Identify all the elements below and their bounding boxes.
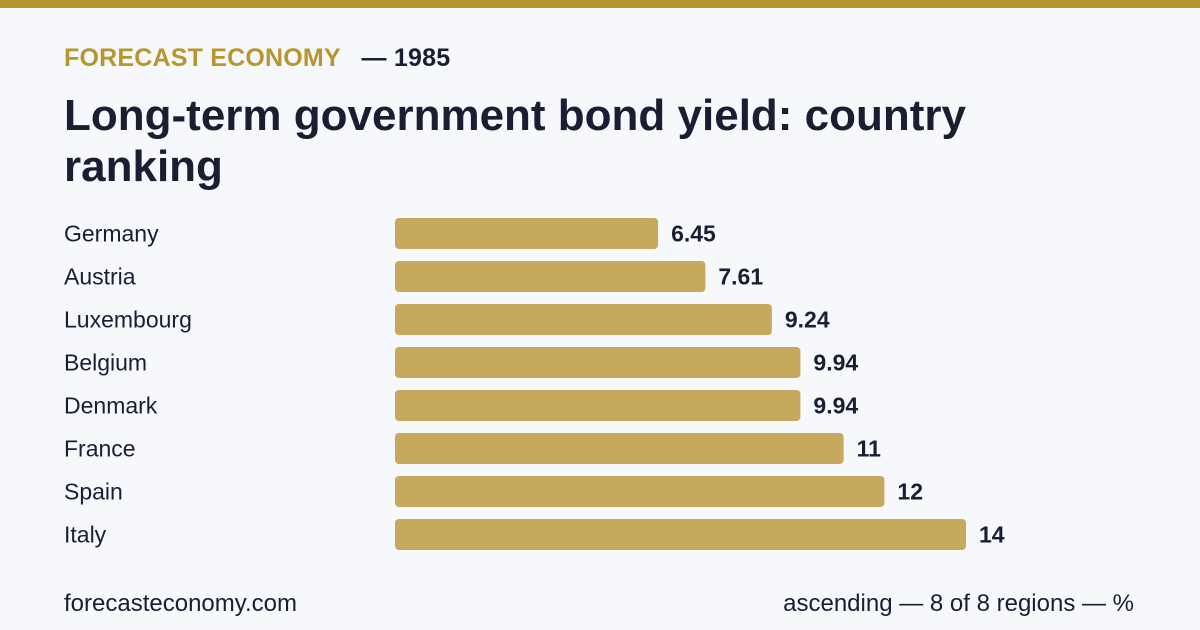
- value-label: 12: [897, 479, 923, 505]
- bar-belgium: [395, 347, 801, 378]
- category-label: France: [64, 436, 136, 462]
- bar-austria: [395, 261, 706, 292]
- bar-spain: [395, 476, 885, 507]
- value-label: 6.45: [671, 221, 716, 247]
- bar-italy: [395, 519, 966, 550]
- bar-chart: Germany 6.45 Austria 7.61 Luxembourg 9.24 Belg…: [64, 218, 1005, 550]
- value-label: 9.24: [785, 307, 830, 333]
- value-label: 11: [857, 436, 882, 462]
- category-label: Luxembourg: [64, 307, 192, 333]
- category-label: Austria: [64, 264, 136, 290]
- brand-name: FORECAST ECONOMY: [64, 44, 341, 72]
- bar-denmark: [395, 390, 801, 421]
- bar-luxembourg: [395, 304, 772, 335]
- category-label: Spain: [64, 479, 123, 505]
- bar-germany: [395, 218, 659, 249]
- value-label: 14: [979, 522, 1005, 548]
- year-label: — 1985: [361, 44, 451, 72]
- bar-france: [395, 433, 844, 464]
- value-label: 9.94: [813, 393, 858, 419]
- footer-site: forecasteconomy.com: [64, 590, 297, 617]
- category-label: Belgium: [64, 350, 147, 376]
- footer-note: ascending — 8 of 8 regions — %: [783, 590, 1134, 617]
- header: FORECAST ECONOMY — 1985: [64, 44, 450, 73]
- category-label: Denmark: [64, 393, 158, 419]
- chart-title: Long-term government bond yield: country…: [64, 91, 967, 191]
- value-label: 7.61: [718, 264, 763, 290]
- value-label: 9.94: [813, 350, 858, 376]
- category-label: Germany: [64, 221, 159, 247]
- top-accent-rule: [0, 0, 1200, 8]
- category-label: Italy: [64, 522, 107, 548]
